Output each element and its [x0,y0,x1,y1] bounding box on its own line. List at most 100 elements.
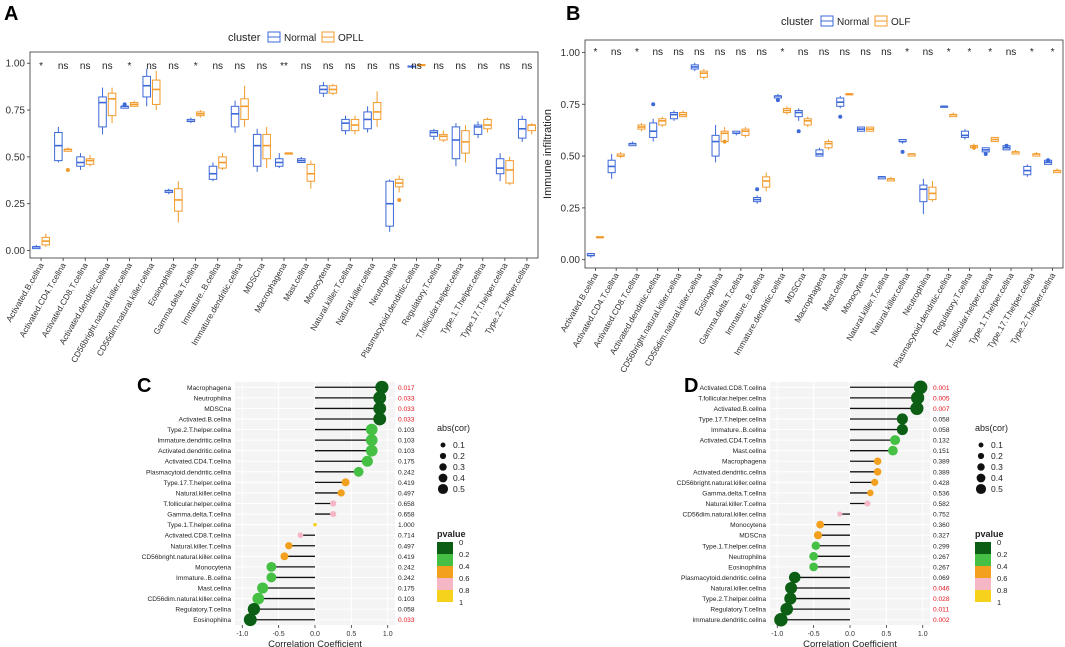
size-legend-label: 0.3 [453,462,465,472]
lollipop-row: CD56dim.natural.killer.cellna 0.752 [682,511,950,519]
significance-label: ns [102,61,113,72]
lollipop-row: T.follicular.helper.cellna 0.005 [698,391,950,405]
lollipop-dot [257,582,269,594]
box-normal [517,115,527,142]
p-value-label: 0.033 [398,395,415,402]
significance-label: * [968,47,972,58]
row-label: CD56dim.natural.killer.cellna [682,512,766,519]
box-normal [628,141,637,147]
row-label: Eosinophilna [193,617,231,624]
y-tick-label: 0.25 [561,203,581,214]
box-normal [960,129,969,140]
box-disease [907,153,916,157]
size-legend-label: 0.3 [991,462,1003,472]
lollipop-dot [896,413,908,425]
row-label: MDSCna [204,406,231,413]
lollipop-dot [788,571,801,584]
row-label: Monocytena [195,564,231,571]
lollipop-dot [896,423,908,436]
box-disease [306,160,316,189]
box-body [824,141,833,149]
box-disease [328,83,338,96]
color-legend-label: 0.6 [459,574,469,583]
box-disease [595,236,604,239]
color-legend-label: 0.4 [459,562,469,571]
box-normal [711,124,720,163]
lollipop-row: Immature.dendritic.cellna 0.002 [692,612,950,627]
box-normal [274,153,284,169]
p-value-label: 0.389 [933,469,950,476]
significance-label: ns [235,61,246,72]
box-body [240,98,249,120]
p-value-label: 0.714 [398,533,415,540]
box-disease [350,115,360,135]
color-legend-swatch [437,590,453,602]
lollipop-row: Type.1.T.helper.cellna 0.299 [702,541,950,550]
box-disease [372,91,382,127]
box-disease [824,139,833,150]
p-value-label: 0.005 [933,395,950,402]
box-disease [762,172,771,192]
box-disease [151,70,161,111]
box-body [341,118,350,132]
y-axis-label: Immune infiltration [542,109,554,199]
p-value-label: 0.419 [398,480,415,487]
p-value-label: 0.132 [933,438,950,445]
box-disease [417,63,426,67]
lollipop-dot [373,391,387,405]
lollipop-dot [375,380,389,394]
lollipop-row: Type.2.T.helper.cellna 0.028 [702,592,950,605]
lollipop-dot [888,445,898,456]
y-tick-label: 0.00 [6,246,26,257]
significance-label: * [635,47,639,58]
outlier-point [900,149,905,154]
box-normal [753,195,762,204]
p-value-label: 0.360 [933,522,950,529]
p-value-label: 0.582 [933,501,950,508]
box-normal [1023,164,1032,177]
row-label: T.follicular.helper.cellna [163,501,231,508]
significance-label: ns [881,47,892,58]
box-normal [607,154,616,179]
size-legend-label: 0.2 [991,451,1003,461]
significance-label: ns [323,61,334,72]
box-disease [699,69,708,80]
box-body [230,105,240,128]
box-normal [586,252,595,258]
color-legend-label: 1 [459,598,463,607]
lollipop-row: Monocytena 0.242 [195,561,415,572]
y-tick-label: 0.75 [6,106,26,117]
box-normal [230,100,240,133]
box-normal [898,138,907,144]
box-disease [218,153,227,170]
box-body [483,118,492,130]
significance-label: ns [433,61,444,72]
x-axis-label: Correlation Coefficient [268,639,362,647]
box-body [658,118,667,126]
outlier-point [722,139,727,144]
color-legend-swatch [975,542,991,554]
box-normal [690,62,699,72]
row-label: Immature..B.cellna [711,427,766,434]
size-legend-label: 0.5 [453,484,465,494]
p-value-label: 0.299 [933,543,950,550]
y-tick-label: 0.00 [561,255,581,266]
row-label: Eosinophilna [728,564,766,571]
box-normal [297,156,306,163]
box-body [451,126,461,160]
p-value-label: 0.011 [933,607,949,614]
x-tick-label: 1.0 [918,631,928,638]
lollipop-dot [809,551,819,561]
significance-label: ns [478,61,489,72]
lollipop-row: Immature..B.cellna 0.242 [176,572,415,583]
significance-label: ns [301,61,312,72]
significance-label: ns [411,61,422,72]
legend: cluster Normal OLF [781,15,910,28]
box-disease [41,233,51,247]
lollipop-row: Natural.killer.cellna 0.046 [711,582,950,595]
box-body [815,149,824,157]
lollipop-dot [813,531,823,540]
box-body [649,122,658,138]
box-disease [679,110,688,118]
